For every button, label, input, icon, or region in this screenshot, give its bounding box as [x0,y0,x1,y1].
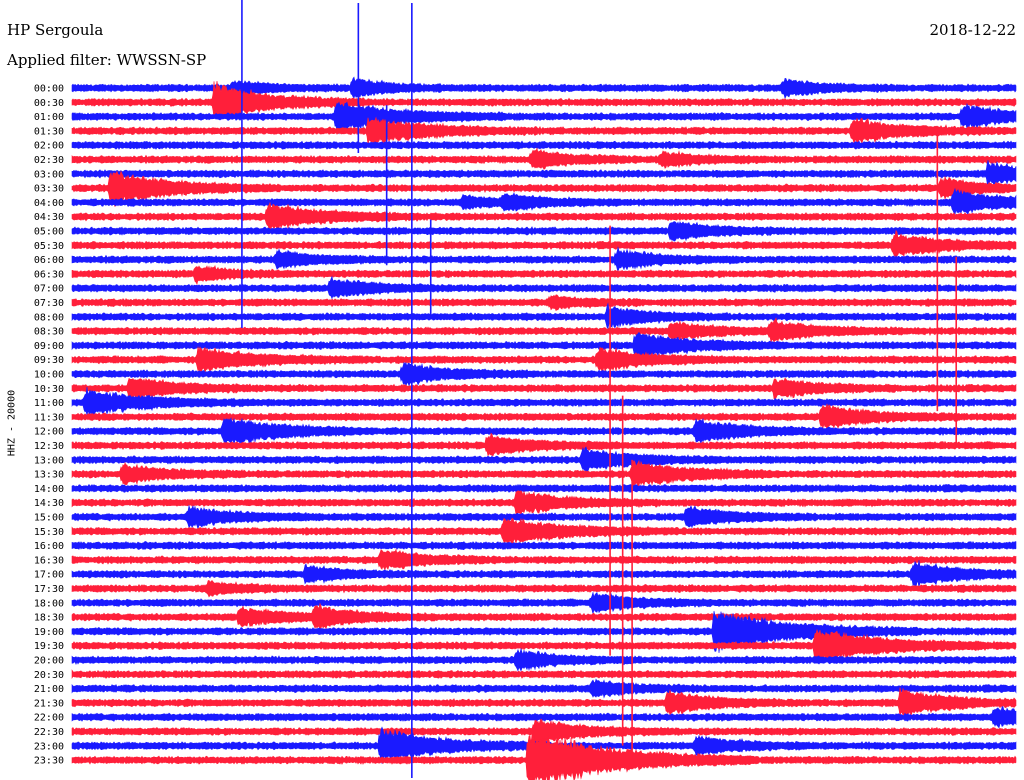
row-label-1700: 17:00 [34,570,64,581]
trace-row-0500 [71,220,1017,242]
row-label-1300: 13:00 [34,455,64,466]
row-label-0400: 04:00 [34,198,64,209]
trace-row-1200 [71,417,1017,446]
trace-row-1800 [71,591,1017,615]
row-label-0700: 07:00 [34,284,64,295]
row-label-1330: 13:30 [34,470,64,481]
row-label-1900: 19:00 [34,627,64,638]
trace-row-0630 [71,264,1017,286]
row-label-2030: 20:30 [34,670,64,681]
row-label-0630: 06:30 [34,269,64,280]
row-label-1830: 18:30 [34,613,64,624]
trace-row-0730 [71,294,1017,312]
trace-row-1600 [71,540,1017,551]
trace-row-1900 [71,610,1017,654]
row-label-1030: 10:30 [34,384,64,395]
row-label-2200: 22:00 [34,713,64,724]
trace-row-1230 [71,432,1017,457]
trace-row-1100 [71,386,1017,418]
row-label-0730: 07:30 [34,298,64,309]
row-label-1930: 19:30 [34,641,64,652]
row-label-1430: 14:30 [34,498,64,509]
row-label-1200: 12:00 [34,427,64,438]
trace-row-0830 [71,317,1017,344]
trace-row-0930 [71,346,1017,374]
trace-group [71,76,1017,780]
trace-row-0000 [71,76,1017,100]
station-title: HP Sergoula [7,21,104,39]
row-label-0230: 02:30 [34,155,64,166]
trace-row-1500 [71,504,1017,531]
row-label-0330: 03:30 [34,184,64,195]
row-label-0130: 01:30 [34,126,64,137]
row-label-2330: 23:30 [34,756,64,767]
row-tick-labels: 00:00 00:30 01:00 01:30 02:00 02:30 03:00 03:30… [34,84,64,767]
row-label-0200: 02:00 [34,141,64,152]
row-label-2000: 20:00 [34,656,64,667]
trace-row-1700 [71,559,1017,589]
row-label-1600: 16:00 [34,541,64,552]
row-label-0430: 04:30 [34,212,64,223]
trace-row-2100 [71,678,1017,699]
row-label-1400: 14:00 [34,484,64,495]
trace-row-2200 [71,706,1017,729]
trace-row-1000 [71,361,1017,388]
row-label-0000: 00:00 [34,84,64,95]
trace-row-1330 [71,459,1017,488]
trace-row-1630 [71,548,1017,572]
row-label-0800: 08:00 [34,312,64,323]
row-label-0100: 01:00 [34,112,64,123]
row-label-1130: 11:30 [34,412,64,423]
trace-row-1930 [71,628,1017,664]
trace-row-2330 [71,732,1017,780]
row-label-0300: 03:00 [34,169,64,180]
row-label-1530: 15:30 [34,527,64,538]
row-label-1100: 11:00 [34,398,64,409]
filter-label: Applied filter: WWSSN-SP [7,51,207,69]
row-label-2130: 21:30 [34,698,64,709]
trace-row-0800 [71,302,1017,330]
row-label-1500: 15:00 [34,513,64,524]
row-label-0600: 06:00 [34,255,64,266]
trace-row-0700 [71,275,1017,300]
row-label-1800: 18:00 [34,598,64,609]
trace-row-1130 [71,403,1017,431]
trace-row-1430 [71,490,1017,516]
trace-row-2130 [71,687,1017,719]
row-label-1730: 17:30 [34,584,64,595]
trace-row-1830 [71,602,1017,632]
spike-group [241,0,958,778]
trace-row-2030 [71,669,1017,680]
trace-row-0200 [71,140,1017,150]
trace-row-1030 [71,377,1017,402]
row-label-0930: 09:30 [34,355,64,366]
trace-row-1530 [71,517,1017,546]
trace-row-1400 [71,483,1017,494]
row-label-0030: 00:30 [34,98,64,109]
row-label-0500: 05:00 [34,227,64,238]
trace-row-0230 [71,147,1017,170]
row-label-0900: 09:00 [34,341,64,352]
trace-row-0530 [71,229,1017,258]
date-label: 2018-12-22 [929,21,1016,39]
trace-row-0900 [71,331,1017,360]
trace-row-1730 [71,579,1017,598]
row-label-2230: 22:30 [34,727,64,738]
row-label-1230: 12:30 [34,441,64,452]
row-label-2100: 21:00 [34,684,64,695]
row-label-2300: 23:00 [34,741,64,752]
row-label-0830: 08:30 [34,327,64,338]
row-label-1000: 10:00 [34,370,64,381]
row-label-1630: 16:30 [34,555,64,566]
trace-row-1300 [71,446,1017,475]
trace-row-2000 [71,647,1017,672]
row-label-0530: 05:30 [34,241,64,252]
